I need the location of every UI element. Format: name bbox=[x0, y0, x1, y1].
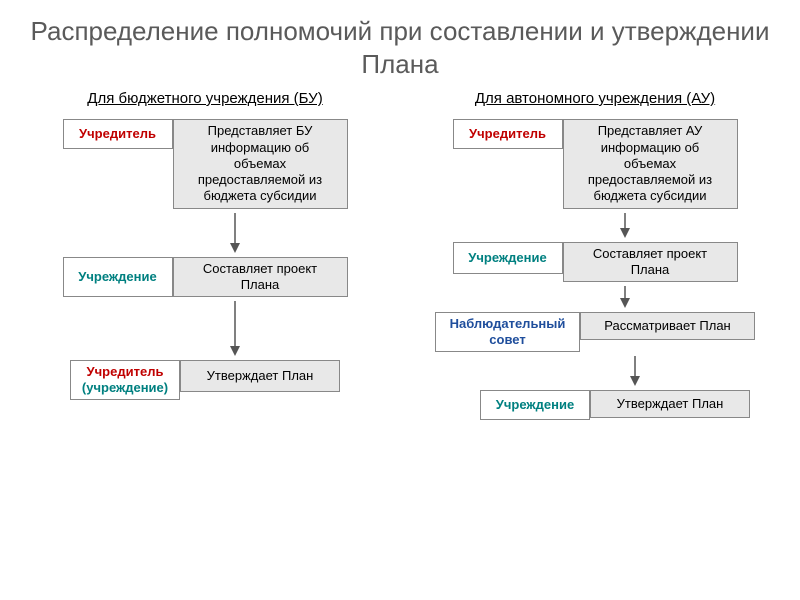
role-box: Учреждение bbox=[453, 242, 563, 274]
role-box: Учредитель bbox=[453, 119, 563, 149]
arrow-down-icon bbox=[20, 297, 390, 360]
action-box: Представляет БУ информацию об объемах пр… bbox=[173, 119, 348, 209]
role-box: Учредитель (учреждение) bbox=[70, 360, 180, 400]
left-step-0: Учредитель Представляет БУ информацию об… bbox=[20, 119, 390, 209]
column-right: Для автономного учреждения (АУ) Учредите… bbox=[410, 90, 780, 420]
column-left: Для бюджетного учреждения (БУ) Учредител… bbox=[20, 90, 390, 420]
arrow-down-icon bbox=[20, 209, 390, 257]
action-box: Представляет АУ информацию об объемах пр… bbox=[563, 119, 738, 209]
page-title: Распределение полномочий при составлении… bbox=[0, 0, 800, 90]
action-box: Утверждает План bbox=[590, 390, 750, 418]
left-step-2: Учредитель (учреждение) Утверждает План bbox=[20, 360, 390, 400]
arrow-down-icon bbox=[410, 282, 780, 312]
right-step-0: Учредитель Представляет АУ информацию об… bbox=[410, 119, 780, 209]
left-heading: Для бюджетного учреждения (БУ) bbox=[20, 90, 390, 107]
action-box: Составляет проект Плана bbox=[173, 257, 348, 297]
arrow-down-icon bbox=[410, 352, 780, 390]
right-step-3: Учреждение Утверждает План bbox=[410, 390, 780, 420]
role-box: Учреждение bbox=[480, 390, 590, 420]
action-box: Составляет проект Плана bbox=[563, 242, 738, 282]
role-box: Наблюдательный совет bbox=[435, 312, 580, 352]
role-line1: Учредитель bbox=[87, 364, 164, 380]
flowchart-columns: Для бюджетного учреждения (БУ) Учредител… bbox=[0, 90, 800, 420]
arrow-down-icon bbox=[410, 209, 780, 242]
action-box: Утверждает План bbox=[180, 360, 340, 392]
right-step-1: Учреждение Составляет проект Плана bbox=[410, 242, 780, 282]
right-heading: Для автономного учреждения (АУ) bbox=[410, 90, 780, 107]
role-line2: (учреждение) bbox=[82, 380, 168, 396]
right-step-2: Наблюдательный совет Рассматривает План bbox=[410, 312, 780, 352]
left-step-1: Учреждение Составляет проект Плана bbox=[20, 257, 390, 297]
role-box: Учреждение bbox=[63, 257, 173, 297]
action-box: Рассматривает План bbox=[580, 312, 755, 340]
role-box: Учредитель bbox=[63, 119, 173, 149]
